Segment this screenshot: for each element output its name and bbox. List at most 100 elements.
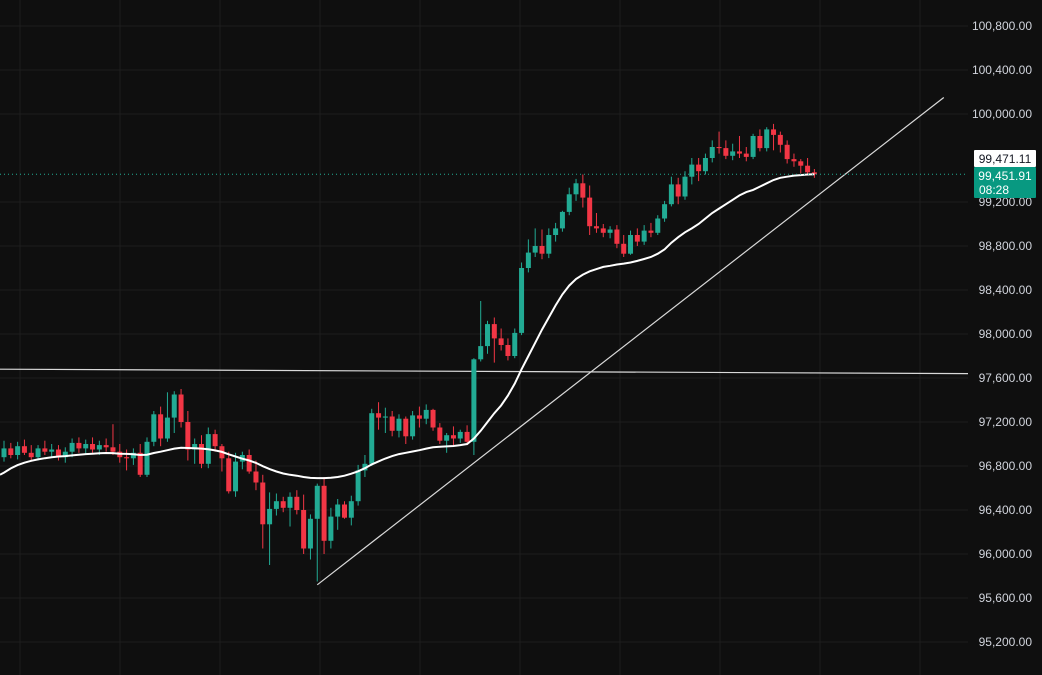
- y-tick-label: 97,200.00: [979, 415, 1033, 429]
- candle-body: [226, 458, 232, 492]
- candle-down: [736, 136, 742, 158]
- candle-down: [811, 169, 817, 178]
- candle-body: [76, 442, 82, 449]
- candle-up: [709, 140, 715, 163]
- candle-down: [110, 424, 116, 455]
- candle-body: [525, 252, 531, 268]
- candle-body: [151, 414, 157, 442]
- y-tick-label: 96,000.00: [979, 547, 1033, 561]
- candle-body: [21, 446, 27, 453]
- candle-up: [62, 447, 68, 463]
- candle-body: [784, 144, 790, 160]
- candle-body: [280, 501, 286, 508]
- candle-down: [260, 474, 266, 549]
- candle-up: [273, 493, 279, 516]
- candle-down: [389, 411, 395, 437]
- candle-up: [655, 215, 661, 235]
- candle-body: [15, 446, 21, 455]
- candle-body: [342, 504, 347, 518]
- candle-body: [764, 129, 770, 149]
- candle-body: [655, 218, 661, 233]
- candle-down: [593, 213, 599, 233]
- candle-down: [777, 131, 783, 153]
- candle-up: [423, 404, 429, 425]
- countdown-label: 08:28: [979, 183, 1009, 197]
- candle-body: [757, 136, 763, 149]
- candle-down: [246, 449, 252, 474]
- y-tick-label: 99,200.00: [979, 195, 1033, 209]
- candle-body: [55, 449, 61, 458]
- candle-down: [430, 408, 436, 431]
- candle-up: [444, 433, 450, 453]
- candle-body: [478, 346, 484, 360]
- candle-up: [233, 452, 239, 497]
- candle-body: [69, 442, 75, 452]
- candle-down: [784, 140, 790, 164]
- candle-body: [553, 228, 559, 235]
- price-axis[interactable]: 100,800.00 100,400.00 100,000.00 99,200.00 9…: [972, 19, 1032, 649]
- candle-down: [376, 402, 382, 430]
- candle-body: [736, 151, 742, 154]
- candle-body: [198, 444, 204, 464]
- candle-body: [532, 246, 538, 253]
- candle-body: [355, 470, 361, 502]
- candle-up: [764, 127, 770, 152]
- candle-body: [709, 147, 715, 158]
- candle-body: [396, 418, 402, 431]
- y-tick-label: 97,600.00: [979, 371, 1033, 385]
- candle-body: [648, 230, 654, 233]
- horizontal-support-line: [0, 368, 969, 375]
- candle-body: [267, 508, 273, 525]
- candle-down: [294, 490, 300, 515]
- candle-body: [130, 452, 136, 459]
- candle-down: [137, 444, 143, 477]
- candle-up: [532, 228, 538, 257]
- candle-body: [743, 153, 749, 157]
- candle-body: [628, 235, 634, 254]
- candle-down: [505, 338, 511, 361]
- candle-up: [307, 514, 313, 560]
- candle-body: [750, 136, 756, 157]
- candle-body: [689, 164, 695, 177]
- candle-body: [723, 148, 729, 156]
- candle-body: [314, 485, 320, 519]
- candle-up: [83, 439, 89, 454]
- candle-up: [35, 445, 41, 461]
- candle-down: [280, 496, 286, 513]
- candle-down: [55, 445, 61, 461]
- candle-up: [553, 222, 559, 242]
- candle-body: [675, 184, 681, 197]
- candle-up: [130, 448, 136, 465]
- y-tick-label: 100,000.00: [972, 107, 1032, 121]
- candle-body: [696, 164, 702, 172]
- candle-body: [573, 183, 579, 195]
- candle-up: [171, 391, 177, 433]
- candle-up: [730, 143, 736, 161]
- candle-down: [321, 477, 327, 554]
- candle-down: [614, 225, 620, 249]
- crosshair-price-label: 99,471.11: [979, 152, 1032, 166]
- candle-down: [539, 229, 545, 260]
- candle-body: [471, 359, 477, 442]
- candle-down: [158, 406, 164, 447]
- candle-body: [328, 516, 334, 541]
- candle-body: [587, 197, 593, 227]
- candle-up: [369, 408, 375, 466]
- candle-body: [287, 496, 293, 508]
- trendline-layer: [316, 97, 945, 586]
- candle-body: [35, 448, 41, 458]
- candle-body: [730, 151, 736, 156]
- candle-down: [491, 317, 497, 363]
- moving-average-line: [0, 173, 815, 480]
- candle-body: [457, 431, 463, 439]
- candle-body: [307, 518, 313, 549]
- candle-body: [83, 444, 89, 449]
- candle-up: [164, 392, 170, 442]
- candle-up: [335, 499, 341, 530]
- last-price-label: 99,451.91: [978, 169, 1032, 183]
- grid-lines: [0, 0, 968, 675]
- candle-up: [69, 438, 75, 458]
- candle-up: [382, 407, 388, 433]
